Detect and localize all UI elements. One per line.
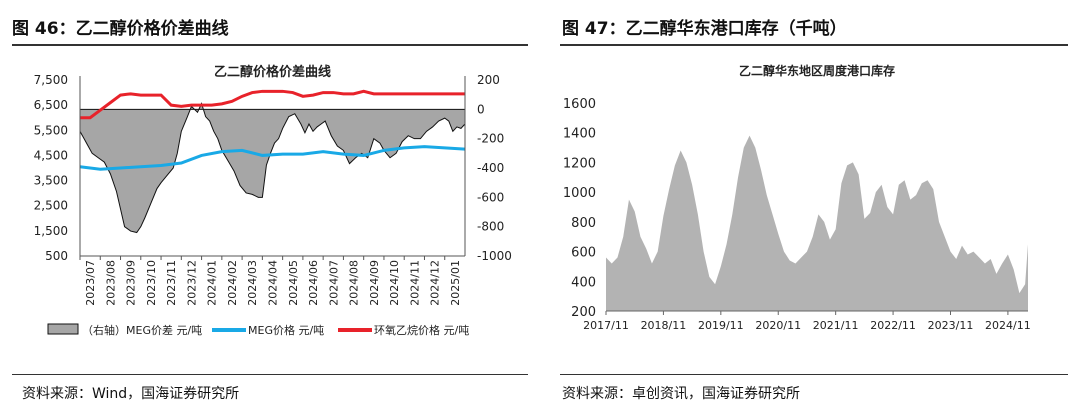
y-left-tick-label: 6,500 bbox=[34, 98, 68, 112]
x-tick-label: 2024/02 bbox=[226, 260, 239, 306]
legend-label-meg-price: MEG价格 元/吨 bbox=[248, 323, 324, 337]
x-tick-label: 2024/10 bbox=[388, 260, 401, 306]
y-right-tick-label: 200 bbox=[477, 73, 500, 87]
y-right-tick-label: 0 bbox=[477, 102, 485, 116]
x-tick-label: 2024/09 bbox=[368, 260, 381, 306]
x-tick-label: 2023/11 bbox=[928, 319, 974, 332]
series-meg-price-line bbox=[79, 145, 466, 171]
y-left-tick-label: 500 bbox=[45, 249, 68, 263]
right-figure-panel: 图 47：乙二醇华东港口库存（千吨） 乙二醇华东地区周度港口库存 200 400 60… bbox=[548, 0, 1080, 410]
left-figure-title: 图 46：乙二醇价格价差曲线 bbox=[12, 19, 229, 39]
right-title-rule bbox=[560, 44, 1068, 46]
legend-swatch-spread bbox=[47, 323, 79, 335]
chart-title: 乙二醇华东地区周度港口库存 bbox=[739, 63, 895, 78]
x-tick-label: 2024/11 bbox=[985, 319, 1031, 332]
x-tick-label: 2023/11 bbox=[165, 260, 178, 306]
x-tick-label: 2023/08 bbox=[104, 260, 117, 306]
y-right-tick-label: -200 bbox=[477, 132, 504, 146]
left-figure-panel: 图 46：乙二醇价格价差曲线 乙二醇价格价差曲线 500 1,500 2,500 3,5… bbox=[12, 19, 528, 402]
x-tick-label: 2018/11 bbox=[641, 319, 687, 332]
x-tick-label: 2020/11 bbox=[755, 319, 801, 332]
x-tick-label: 2024/05 bbox=[287, 260, 300, 306]
right-figure-title: 图 47：乙二醇华东港口库存（千吨） bbox=[562, 19, 847, 39]
y-tick-label: 800 bbox=[571, 216, 596, 231]
y-tick-label: 1200 bbox=[563, 156, 596, 171]
x-tick-label: 2023/07 bbox=[84, 260, 97, 306]
left-source-rule bbox=[12, 374, 528, 375]
x-tick-label: 2024/03 bbox=[246, 260, 259, 306]
y-right-tick-label: -800 bbox=[477, 220, 504, 234]
x-tick-label: 2025/01 bbox=[449, 260, 462, 306]
meg-spread-chart: 乙二醇价格价差曲线 500 1,500 2,500 3,500 4,500 5,500 6,5… bbox=[34, 64, 512, 337]
right-source-rule bbox=[560, 374, 1068, 375]
x-tick-label: 2021/11 bbox=[813, 319, 859, 332]
chart-title: 乙二醇价格价差曲线 bbox=[214, 64, 331, 80]
x-tick-label: 2024/06 bbox=[307, 260, 320, 306]
x-tick-label: 2023/12 bbox=[185, 260, 198, 306]
y-left-tick-label: 4,500 bbox=[34, 148, 68, 162]
y-tick-label: 600 bbox=[571, 246, 596, 261]
y-tick-label: 400 bbox=[571, 275, 596, 290]
y-tick-label: 200 bbox=[571, 305, 596, 320]
y-tick-label: 1000 bbox=[563, 186, 596, 201]
right-source-note: 资料来源：卓创资讯，国海证券研究所 bbox=[562, 386, 800, 402]
y-left-tick-label: 5,500 bbox=[34, 123, 68, 137]
x-tick-label: 2022/11 bbox=[870, 319, 916, 332]
x-tick-label: 2024/12 bbox=[429, 260, 442, 306]
y-right-tick-label: -400 bbox=[477, 161, 504, 175]
x-tick-label: 2024/01 bbox=[206, 260, 219, 306]
y-tick-label: 1400 bbox=[563, 127, 596, 142]
x-tick-label: 2019/11 bbox=[698, 319, 744, 332]
legend-label-eo-price: 环氧乙烷价格 元/吨 bbox=[374, 323, 469, 337]
x-tick-label: 2024/07 bbox=[327, 260, 340, 306]
x-tick-label: 2023/10 bbox=[145, 260, 158, 306]
series-eo-price-line bbox=[80, 89, 465, 120]
y-right-tick-label: -600 bbox=[477, 190, 504, 204]
y-tick-label: 1600 bbox=[563, 97, 596, 112]
y-left-tick-label: 1,500 bbox=[34, 224, 68, 238]
x-tick-label: 2023/09 bbox=[125, 260, 138, 306]
y-left-tick-label: 7,500 bbox=[34, 73, 68, 87]
left-source-note: 资料来源：Wind，国海证券研究所 bbox=[22, 386, 240, 402]
x-tick-label: 2024/04 bbox=[267, 260, 280, 306]
x-tick-label: 2024/08 bbox=[348, 260, 361, 306]
y-left-tick-label: 3,500 bbox=[34, 174, 68, 188]
y-left-tick-label: 2,500 bbox=[34, 199, 68, 213]
meg-inventory-chart: 乙二醇华东地区周度港口库存 200 400 600 800 1000 1200 1400 160… bbox=[563, 63, 1031, 332]
series-meg-spread-area bbox=[79, 102, 466, 234]
y-right-tick-label: -1000 bbox=[477, 249, 512, 263]
x-tick-label: 2017/11 bbox=[583, 319, 629, 332]
x-tick-label: 2024/11 bbox=[408, 260, 421, 306]
series-inventory-area bbox=[606, 135, 1028, 311]
legend-label-spread: （右轴）MEG价差 元/吨 bbox=[82, 323, 202, 337]
left-title-rule bbox=[12, 44, 528, 46]
